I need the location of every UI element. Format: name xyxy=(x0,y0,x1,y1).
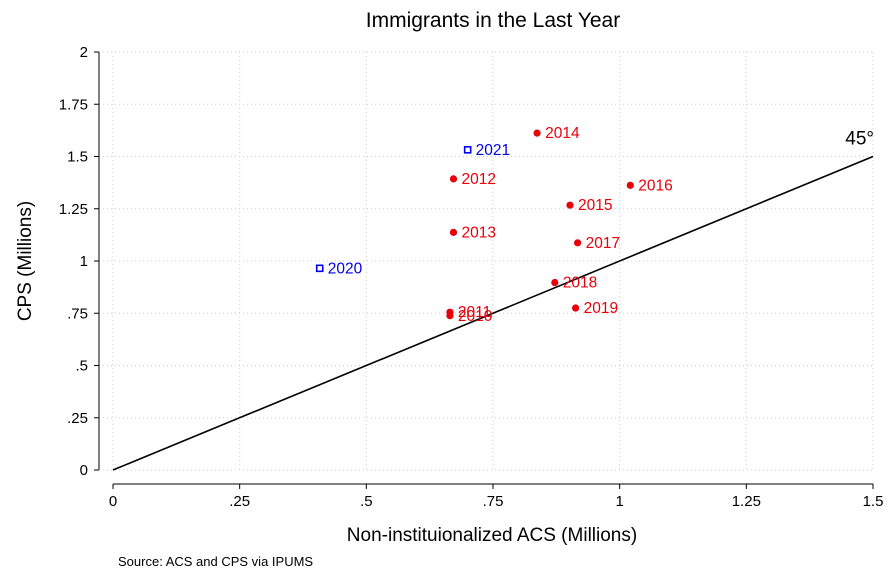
data-label-2014: 2014 xyxy=(545,125,580,142)
x-tick-label: .25 xyxy=(229,493,250,510)
data-point-2010 xyxy=(446,312,454,320)
x-tick-label: .75 xyxy=(483,493,504,510)
data-point-2012 xyxy=(449,175,458,183)
data-point-2013 xyxy=(449,228,458,236)
x-tick-label: 1 xyxy=(615,493,623,510)
y-tick-label: 1.75 xyxy=(59,96,88,113)
data-label-2021: 2021 xyxy=(476,142,510,159)
y-axis-title: CPS (Millions) xyxy=(15,201,36,321)
source-note: Source: ACS and CPS via IPUMS xyxy=(118,554,313,569)
data-label-2015: 2015 xyxy=(578,197,612,214)
axes: 0 .25 .5 .75 1 1.25 1.5 0 .25 .5 .75 1 1.25 1.5 1.75 2 xyxy=(59,44,884,510)
data-label-2018: 2018 xyxy=(563,275,597,292)
reference-line-label: 45° xyxy=(845,129,874,150)
y-tick-label: .25 xyxy=(67,410,88,427)
y-tick-label: 1.25 xyxy=(59,201,88,218)
data-label-2020: 2020 xyxy=(328,260,363,277)
y-tick-label: 0 xyxy=(80,462,88,479)
y-tick-label: 2 xyxy=(80,44,88,61)
data-label-2010: 2010 xyxy=(458,308,493,325)
reference-line-group: 45° xyxy=(112,129,874,471)
data-point-2020 xyxy=(315,264,324,273)
x-tick-label: 1.5 xyxy=(863,493,884,510)
data-point-2019 xyxy=(571,304,580,312)
data-point-2014 xyxy=(533,129,541,137)
x-tick-label: 0 xyxy=(109,493,117,510)
y-tick-label: 1 xyxy=(80,253,88,270)
data-point-2017 xyxy=(574,239,582,247)
reference-line xyxy=(112,155,874,471)
data-points: 2011 2012 2013 2014 2015 2016 2017 2018 2019 2010… xyxy=(315,125,673,325)
x-axis-title: Non-instituionalized ACS (Millions) xyxy=(347,525,637,546)
data-point-2016 xyxy=(626,181,634,189)
data-label-2013: 2013 xyxy=(461,224,495,241)
data-label-2011: 2011 xyxy=(458,304,491,321)
chart-title: Immigrants in the Last Year xyxy=(366,9,620,32)
data-point-2018 xyxy=(551,278,559,287)
data-point-2015 xyxy=(566,201,574,209)
x-tick-label: 1.25 xyxy=(732,493,761,510)
y-tick-label: 1.5 xyxy=(67,149,88,166)
data-label-2017: 2017 xyxy=(586,235,620,252)
gridlines xyxy=(103,51,874,471)
data-label-2016: 2016 xyxy=(638,177,672,194)
data-label-2019: 2019 xyxy=(584,300,618,317)
data-point-2021 xyxy=(463,146,472,154)
x-tick-label: .5 xyxy=(360,493,373,510)
y-tick-label: .75 xyxy=(67,305,88,322)
y-tick-label: .5 xyxy=(75,358,88,375)
data-label-2012: 2012 xyxy=(461,171,495,188)
